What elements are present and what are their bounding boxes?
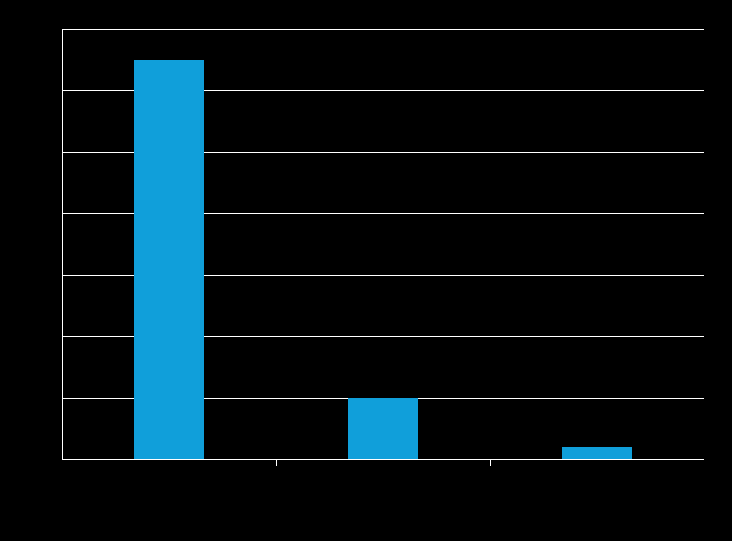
bar [562, 447, 633, 459]
bar [348, 398, 419, 459]
plot-area [62, 30, 704, 460]
bar-chart [0, 0, 732, 541]
x-tick [276, 460, 277, 466]
bar [134, 60, 205, 459]
x-axis [62, 459, 704, 460]
x-tick [490, 460, 491, 466]
y-axis [62, 30, 63, 460]
gridline [62, 29, 704, 30]
